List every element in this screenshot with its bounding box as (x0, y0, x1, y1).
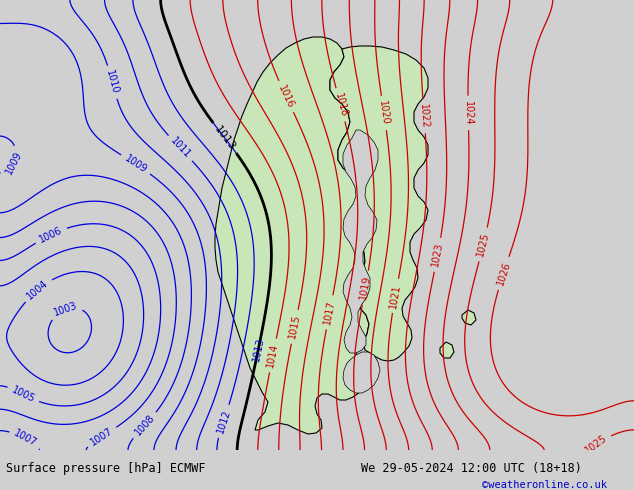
Text: 1003: 1003 (53, 300, 79, 318)
Polygon shape (440, 342, 454, 358)
Text: 1022: 1022 (418, 103, 430, 128)
Text: ©weatheronline.co.uk: ©weatheronline.co.uk (482, 480, 607, 490)
Polygon shape (215, 37, 369, 434)
Text: 1006: 1006 (37, 225, 64, 245)
Text: 1010: 1010 (104, 69, 120, 96)
Text: 1016: 1016 (276, 83, 296, 110)
Text: 1012: 1012 (215, 408, 232, 435)
Text: 1009: 1009 (4, 149, 23, 175)
Text: 1013: 1013 (212, 124, 237, 152)
Text: 1021: 1021 (389, 283, 403, 309)
Polygon shape (343, 130, 378, 353)
Text: 1024: 1024 (463, 100, 474, 125)
Text: 1013: 1013 (251, 336, 266, 362)
Text: 1004: 1004 (25, 278, 51, 301)
Text: We 29-05-2024 12:00 UTC (18+18): We 29-05-2024 12:00 UTC (18+18) (361, 462, 582, 474)
Text: 1020: 1020 (377, 100, 391, 126)
Text: 1025: 1025 (583, 433, 609, 456)
Text: 1019: 1019 (358, 275, 372, 300)
Text: 1007: 1007 (89, 426, 115, 447)
Text: 1017: 1017 (322, 299, 337, 325)
Text: 1014: 1014 (266, 343, 280, 368)
Text: 1007: 1007 (12, 428, 39, 449)
Polygon shape (343, 352, 380, 393)
Text: 1005: 1005 (10, 385, 37, 404)
Polygon shape (330, 46, 428, 361)
Text: 1025: 1025 (476, 231, 491, 258)
Text: 1023: 1023 (430, 242, 445, 268)
Text: 1008: 1008 (133, 413, 157, 438)
Text: 1015: 1015 (287, 314, 302, 340)
Text: 1018: 1018 (333, 92, 349, 118)
Text: 1009: 1009 (123, 153, 149, 175)
Text: Surface pressure [hPa] ECMWF: Surface pressure [hPa] ECMWF (6, 462, 206, 474)
Polygon shape (462, 310, 476, 325)
Text: 1011: 1011 (168, 136, 192, 161)
Text: 1026: 1026 (495, 260, 512, 287)
